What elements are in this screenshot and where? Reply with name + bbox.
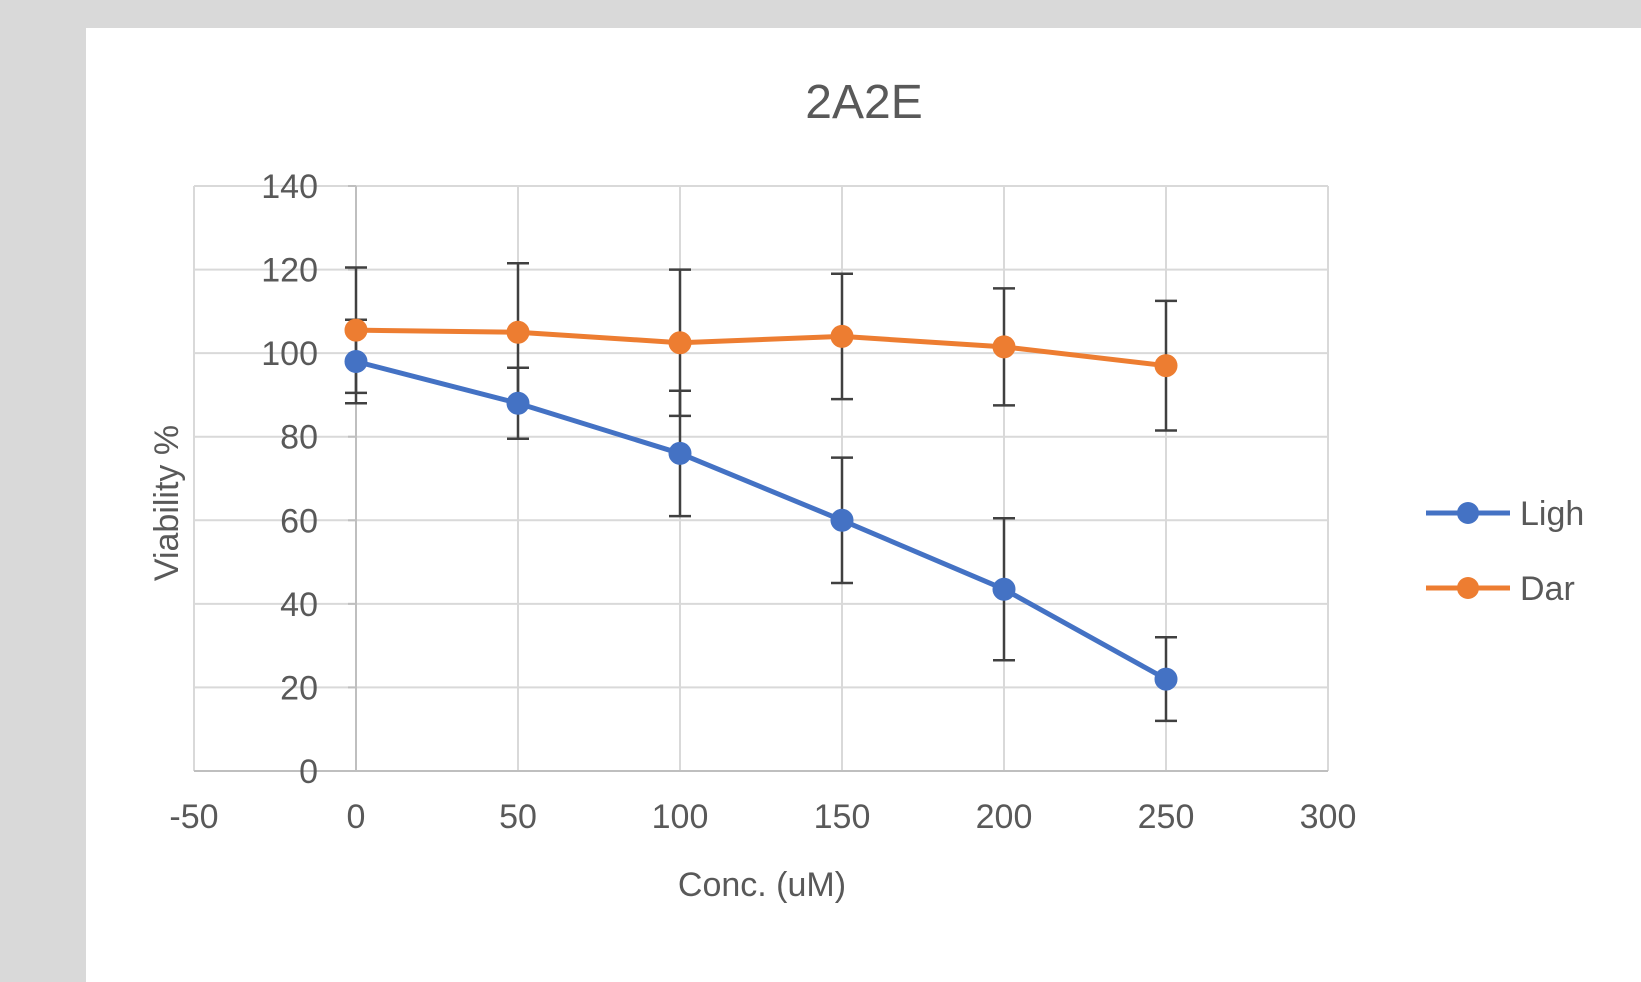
- legend-marker: [1457, 502, 1479, 524]
- data-point: [668, 441, 692, 465]
- y-tick-label: 120: [261, 252, 318, 290]
- data-point: [668, 331, 692, 355]
- data-point: [992, 577, 1016, 601]
- y-tick-label: 140: [261, 168, 318, 206]
- y-tick-label: 40: [280, 586, 318, 624]
- series-line: [355, 327, 1167, 369]
- y-axis-title: Viability %: [148, 425, 186, 581]
- series-line: [355, 359, 1168, 682]
- data-point: [344, 318, 368, 342]
- y-tick-label: 60: [280, 502, 318, 540]
- x-tick-label: 150: [814, 798, 871, 836]
- y-tick-label: 20: [280, 669, 318, 707]
- data-point: [506, 320, 530, 344]
- chart-area: 2A2E -50 0 50 100 150 200 250 300 0 20 40 60 80 100 12…: [86, 28, 1641, 982]
- data-point: [1154, 354, 1178, 378]
- x-tick-label: -50: [169, 798, 218, 836]
- x-tick-label: 50: [499, 798, 537, 836]
- data-point: [1154, 667, 1178, 691]
- x-tick-label: 100: [652, 798, 709, 836]
- x-tick-label: 300: [1300, 798, 1357, 836]
- grid-layer: [193, 185, 1329, 772]
- x-tick-label: 250: [1138, 798, 1195, 836]
- data-point: [830, 508, 854, 532]
- data-point: [344, 350, 368, 373]
- series-layer: [344, 318, 1178, 691]
- x-tick-label: 0: [347, 798, 366, 836]
- legend-label: Ligh: [1520, 495, 1584, 533]
- x-axis-title: Conc. (uM): [678, 866, 846, 904]
- y-tick-label: 0: [299, 753, 318, 791]
- tick-labels: -50 0 50 100 150 200 250 300 0 20 40 60 80 100 120 140: [169, 168, 1356, 836]
- viability-chart: 2A2E -50 0 50 100 150 200 250 300 0 20 40 60 80 100 12…: [148, 76, 1584, 904]
- legend: Ligh Dar: [1426, 495, 1584, 608]
- data-point: [506, 391, 530, 415]
- chart-title: 2A2E: [805, 76, 922, 129]
- data-point: [992, 335, 1016, 359]
- y-tick-label: 80: [280, 419, 318, 457]
- x-tick-label: 200: [976, 798, 1033, 836]
- data-point: [830, 324, 854, 348]
- y-tick-label: 100: [261, 335, 318, 373]
- legend-marker: [1457, 577, 1479, 599]
- legend-label: Dar: [1520, 570, 1575, 608]
